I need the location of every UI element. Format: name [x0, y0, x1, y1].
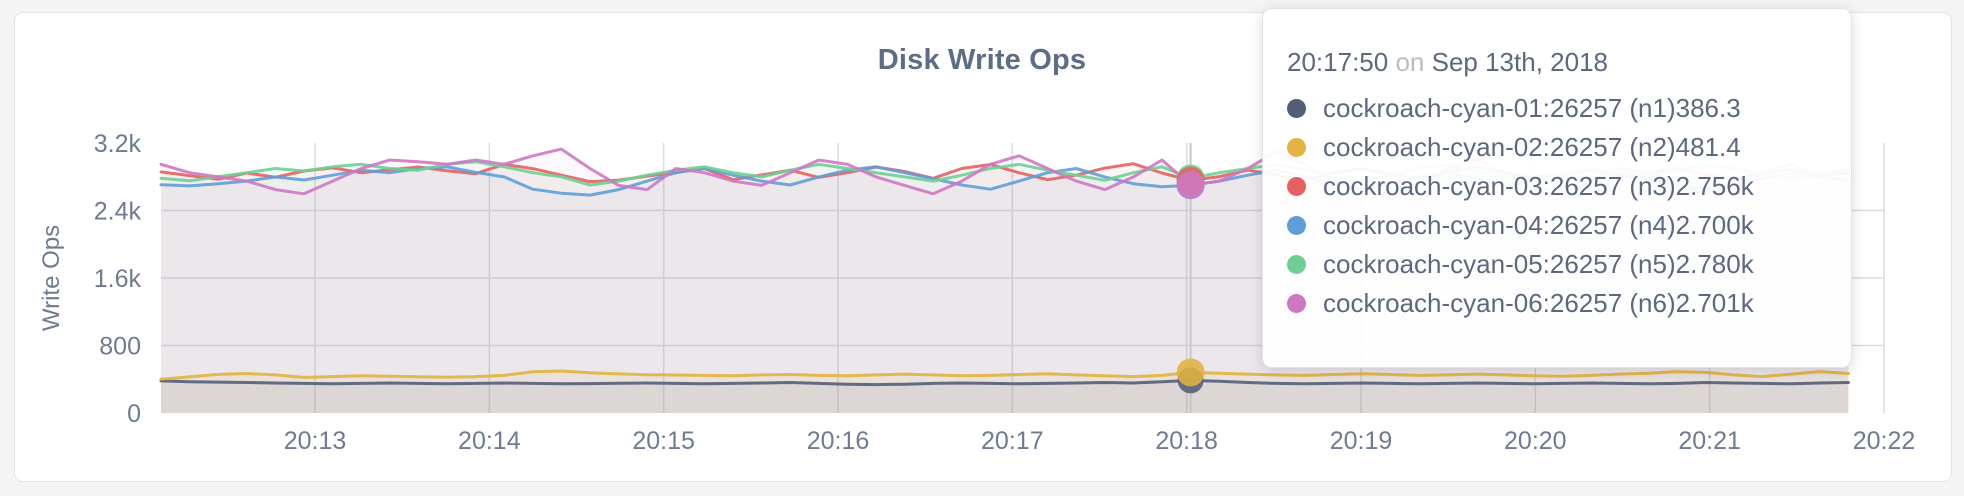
x-axis-tick-label: 20:13	[284, 427, 347, 455]
chart-title: Disk Write Ops	[877, 44, 1087, 76]
tooltip-series-row: cockroach-cyan-02:26257 (n2) 481.4	[1287, 128, 1741, 167]
tooltip-series-label: cockroach-cyan-05:26257 (n5)	[1323, 249, 1676, 279]
series-line	[159, 369, 1850, 381]
tooltip-series-row: cockroach-cyan-04:26257 (n4) 2.700k	[1287, 206, 1754, 245]
tooltip-connector: on	[1395, 47, 1425, 77]
series-color-dot	[1287, 177, 1306, 196]
tooltip-series-row: cockroach-cyan-03:26257 (n3) 2.756k	[1287, 167, 1754, 206]
tooltip-series-label: cockroach-cyan-01:26257 (n1)	[1323, 93, 1676, 123]
tooltip-series-value: 2.780k	[1675, 249, 1754, 279]
tooltip-series-value: 386.3	[1675, 93, 1741, 123]
series-area-fill	[161, 371, 1849, 413]
series-color-dot	[1287, 216, 1306, 235]
hover-point-dot	[1176, 171, 1205, 200]
hover-point-dot	[1176, 358, 1205, 387]
y-axis-tick-label: 2.4k	[94, 198, 142, 226]
series-color-dot	[1287, 99, 1306, 118]
tooltip-series-label: cockroach-cyan-03:26257 (n3)	[1323, 171, 1676, 201]
series-color-dot	[1287, 138, 1306, 157]
x-axis-tick-label: 20:20	[1504, 427, 1567, 455]
series-area-fill	[161, 380, 1849, 413]
y-axis-tick-label: 0	[127, 400, 141, 428]
hover-tooltip: 20:17:50 on Sep 13th, 2018 cockroach-cya…	[1262, 8, 1852, 368]
x-axis-tick-label: 20:21	[1678, 427, 1741, 455]
series-color-dot	[1287, 255, 1306, 274]
y-axis-tick-label: 1.6k	[94, 265, 142, 293]
tooltip-series-list: cockroach-cyan-01:26257 (n1) 386.3 cockroa…	[1287, 89, 1754, 323]
tooltip-series-value: 2.700k	[1675, 210, 1754, 240]
tooltip-series-value: 2.701k	[1675, 288, 1754, 318]
series-line	[159, 378, 1850, 387]
y-axis-tick-label: 3.2k	[94, 130, 142, 158]
tooltip-series-row: cockroach-cyan-06:26257 (n6) 2.701k	[1287, 284, 1754, 323]
tooltip-series-label: cockroach-cyan-06:26257 (n6)	[1323, 288, 1676, 318]
tooltip-date: Sep 13th, 2018	[1431, 47, 1608, 77]
x-axis-tick-label: 20:14	[458, 427, 521, 455]
x-axis-tick-label: 20:19	[1330, 427, 1393, 455]
tooltip-series-row: cockroach-cyan-05:26257 (n5) 2.780k	[1287, 245, 1754, 284]
y-axis-tick-label: 800	[99, 333, 141, 361]
x-axis-tick-label: 20:15	[632, 427, 695, 455]
x-axis-tick-label: 20:22	[1853, 427, 1916, 455]
x-axis-tick-label: 20:16	[807, 427, 870, 455]
series-color-dot	[1287, 294, 1306, 313]
tooltip-title: 20:17:50 on Sep 13th, 2018	[1287, 45, 1815, 79]
tooltip-series-label: cockroach-cyan-02:26257 (n2)	[1323, 132, 1676, 162]
x-axis-tick-label: 20:17	[981, 427, 1044, 455]
tooltip-series-row: cockroach-cyan-01:26257 (n1) 386.3	[1287, 89, 1741, 128]
x-axis-tick-label: 20:18	[1155, 427, 1218, 455]
tooltip-time: 20:17:50	[1287, 47, 1389, 77]
tooltip-series-value: 2.756k	[1675, 171, 1754, 201]
tooltip-series-value: 481.4	[1675, 132, 1741, 162]
tooltip-series-label: cockroach-cyan-04:26257 (n4)	[1323, 210, 1676, 240]
